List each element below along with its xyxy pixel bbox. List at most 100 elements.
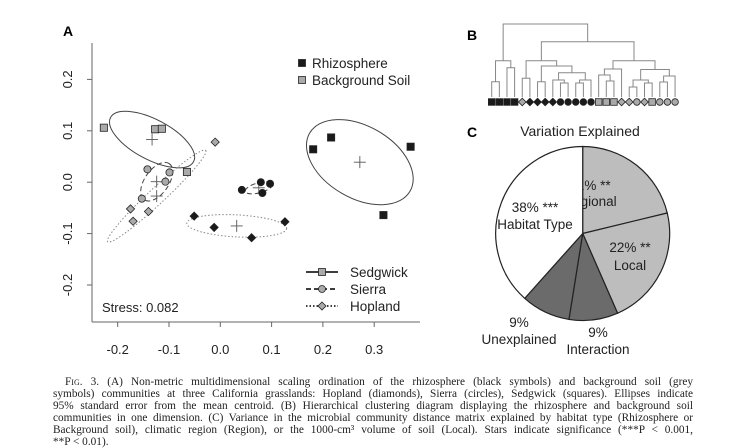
dendrogram-branch xyxy=(628,86,638,97)
centroid-cross xyxy=(353,156,366,169)
x-tick-label: 0.0 xyxy=(211,342,229,357)
leaf-marker xyxy=(624,97,634,107)
dendrogram-branch xyxy=(521,77,531,97)
dendrogram-branch xyxy=(540,65,573,82)
legend-label: Rhizosphere xyxy=(312,56,388,71)
leaf-marker xyxy=(572,98,580,106)
data-point xyxy=(143,206,154,217)
pie-slice-label: Local xyxy=(614,258,646,273)
leaf-marker xyxy=(510,98,519,106)
x-tick-label: 0.2 xyxy=(314,342,332,357)
leaf-marker xyxy=(556,98,565,106)
data-point xyxy=(128,216,138,226)
data-point xyxy=(246,233,257,243)
pie-slice-percent: 22% ** xyxy=(609,240,651,255)
legend-marker xyxy=(318,285,326,293)
leaf-marker xyxy=(579,98,588,106)
data-point xyxy=(151,125,160,134)
x-tick-label: -0.1 xyxy=(158,342,180,357)
leaf-marker xyxy=(533,97,542,107)
caption-fig-label: Fig. 3. xyxy=(65,376,100,388)
leaf-marker xyxy=(648,98,656,106)
caption-line: Background soil), climatic region (Regio… xyxy=(53,424,693,436)
leaf-marker xyxy=(564,98,572,106)
legend-marker xyxy=(317,301,327,311)
data-point xyxy=(266,179,275,188)
legend-marker xyxy=(298,76,306,84)
leaf-marker xyxy=(671,98,679,106)
leaf-marker xyxy=(602,98,610,106)
pie-title: Variation Explained xyxy=(520,123,640,139)
centroid-cross xyxy=(146,133,159,146)
data-point xyxy=(161,177,170,186)
dendrogram-branch xyxy=(640,69,670,80)
data-point xyxy=(379,211,388,220)
caption-line: **P < 0.01). xyxy=(53,436,109,448)
dendrogram-branch xyxy=(605,80,615,97)
y-tick-label: 0.0 xyxy=(60,173,75,191)
dendrogram-branch xyxy=(558,72,586,80)
confidence-ellipse xyxy=(140,161,174,202)
data-point xyxy=(125,204,136,214)
leaf-marker xyxy=(540,97,550,107)
data-point xyxy=(137,194,146,203)
leaf-marker xyxy=(594,98,603,106)
caption-line: symbols) communities at three California… xyxy=(53,388,693,400)
data-point xyxy=(327,133,336,142)
stress-annotation: Stress: 0.082 xyxy=(102,300,179,315)
data-point xyxy=(157,124,166,133)
dendrogram-branch xyxy=(559,82,569,97)
axes-labels: -0.2 -0.1 0.0 0.1 0.2 0.3 0.2 0.1 0.0 -0.1 -0.2 xyxy=(60,70,383,357)
leaf-marker xyxy=(548,97,558,107)
pie-slice xyxy=(581,212,671,314)
data-point xyxy=(258,188,267,197)
legend-marker xyxy=(318,268,326,276)
leaf-marker xyxy=(656,98,664,106)
caption-line: Fig. 3. (A) Non-metric multidimensional … xyxy=(53,376,693,388)
dendrogram-branch xyxy=(495,60,512,82)
confidence-ellipse xyxy=(106,149,207,243)
pie-slice xyxy=(495,145,584,300)
pie-slice-percent: 9% xyxy=(588,325,608,340)
points-layer xyxy=(99,123,415,243)
legend: Rhizosphere Background Soil Sedgwick Sierra… xyxy=(298,56,410,314)
dendrogram-branch xyxy=(644,82,653,97)
legend-label: Hopland xyxy=(350,299,400,314)
leaf-marker xyxy=(610,98,618,106)
ellipses-layer xyxy=(106,110,414,243)
leaf-marker xyxy=(495,98,504,106)
caption-line: communities in one dimension. (C) Varian… xyxy=(53,412,693,424)
nmds-plot: Stress: 0.082 -0.2 -0.1 0.0 0.1 0.2 0.3 0.2 0.1… xyxy=(60,43,420,357)
legend-label: Sierra xyxy=(350,282,387,297)
data-point xyxy=(280,217,290,227)
pie-slice-label: Habitat Type xyxy=(497,217,573,232)
leaf-marker xyxy=(517,97,527,107)
dendrogram-branch xyxy=(575,82,584,97)
confidence-ellipse xyxy=(186,214,288,238)
pie-slice-percent: 9% xyxy=(509,315,529,330)
dendrogram-branch xyxy=(540,41,635,61)
data-point xyxy=(406,142,415,151)
legend-label: Sedgwick xyxy=(350,265,408,280)
dendrogram-branch xyxy=(663,75,676,97)
panel-label-b: B xyxy=(467,27,477,43)
pie-slice-label: Unexplained xyxy=(481,332,556,347)
y-tick-label: -0.2 xyxy=(60,274,75,296)
y-tick-label: 0.1 xyxy=(60,122,75,140)
x-tick-label: 0.1 xyxy=(263,342,281,357)
confidence-ellipse xyxy=(109,110,196,169)
pie-slice xyxy=(582,145,668,235)
leaf-marker xyxy=(525,97,535,107)
data-point xyxy=(99,123,108,132)
leaf-marker xyxy=(617,97,626,107)
centroid-cross xyxy=(150,190,163,203)
dendrogram-branch xyxy=(502,23,589,61)
data-point xyxy=(143,165,152,174)
y-tick-label: 0.2 xyxy=(60,70,75,88)
dendrogram-branch xyxy=(598,74,611,97)
data-point xyxy=(209,222,219,233)
leaf-marker xyxy=(587,98,595,106)
panel-label-a: A xyxy=(63,23,73,39)
centroid-cross xyxy=(230,219,243,232)
